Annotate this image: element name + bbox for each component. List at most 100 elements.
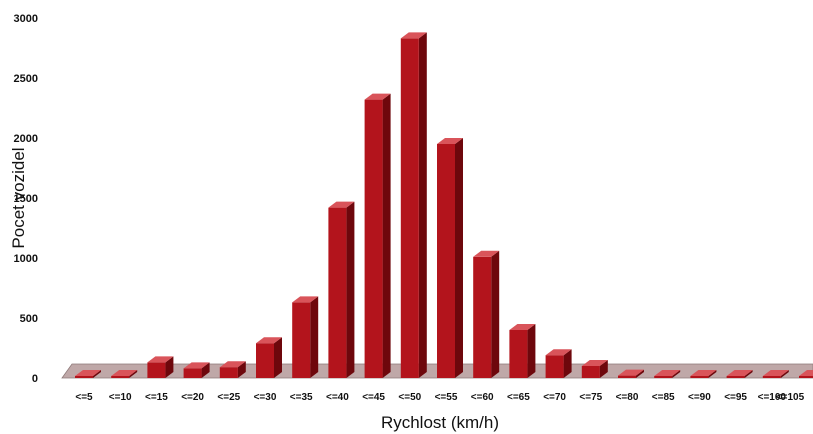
bar (545, 349, 572, 378)
y-axis-ticks: 0 500 1000 1500 2000 2500 3000 (14, 13, 38, 385)
y-tick-label: 2000 (14, 133, 38, 145)
x-tick-label: <=50 (398, 392, 421, 403)
bar-top (75, 370, 101, 376)
y-tick-label: 3000 (14, 13, 38, 25)
bar-top (654, 370, 681, 376)
bar (75, 370, 101, 378)
bar-front (256, 343, 274, 378)
bar-top (726, 370, 753, 376)
bar-side (93, 370, 101, 378)
bar-top (147, 356, 174, 363)
x-tick-label: <=55 (435, 392, 458, 403)
bar-front (618, 375, 636, 378)
x-tick-label: <=5 (75, 392, 93, 403)
bar-side (563, 349, 572, 378)
x-tick-label: <=25 (217, 392, 240, 403)
bar-front (545, 355, 564, 378)
bar (256, 337, 282, 378)
bar-front (147, 362, 166, 378)
y-axis-label: Pocet vozidel (9, 147, 28, 248)
bar-top (473, 250, 500, 257)
bar (762, 370, 789, 378)
bar (400, 32, 427, 379)
bar (219, 361, 246, 378)
bar-top (111, 370, 138, 376)
bar-side (310, 296, 319, 378)
bar (473, 250, 500, 378)
bar-top (437, 138, 463, 144)
x-tick-label: <=20 (181, 392, 204, 403)
bar-front (75, 376, 93, 378)
y-tick-label: 1000 (14, 253, 38, 265)
bar-top (618, 369, 644, 376)
bar-front (364, 99, 383, 378)
bar-front (183, 368, 202, 378)
bar-side (455, 138, 463, 378)
bar-top (545, 349, 572, 356)
bar (618, 369, 644, 378)
bar (111, 370, 138, 378)
y-tick-label: 0 (32, 373, 38, 385)
bar-side (708, 370, 717, 378)
bar-front (328, 207, 347, 378)
bar-side (346, 201, 355, 378)
bar (328, 201, 355, 378)
y-tick-label: 500 (20, 313, 38, 325)
bar-front (400, 38, 419, 379)
bar-side (491, 250, 500, 378)
bar-top (183, 362, 210, 369)
x-tick-label: <=30 (254, 392, 277, 403)
bar-top (799, 370, 813, 376)
x-tick-label: <=70 (543, 392, 566, 403)
x-tick-label: <=85 (652, 392, 675, 403)
bar-top (509, 324, 536, 330)
bar (581, 360, 608, 378)
bar-front (762, 376, 781, 378)
bar-front (292, 302, 311, 378)
x-axis-label: Rychlost (km/h) (381, 413, 499, 432)
y-tick-label: 1500 (14, 193, 38, 205)
bar-top (690, 370, 717, 376)
bar (183, 362, 210, 378)
bar-front (219, 367, 238, 378)
x-tick-label: <=100 (758, 392, 787, 403)
bar-side (382, 93, 391, 378)
bar-front (437, 144, 455, 378)
bar-top (292, 296, 319, 303)
y-tick-label: 2500 (14, 73, 38, 85)
bar-side (165, 356, 174, 378)
bar-side (672, 370, 681, 378)
x-axis-ticks: <=5 <=10 <=15 <=20 <=25 <=30 <=35 <=40 <=45 <=50 <… (75, 392, 804, 403)
bar-top (581, 360, 608, 366)
x-tick-label: <=95 (724, 392, 747, 403)
bar-front (799, 376, 813, 378)
bar-side (237, 361, 246, 378)
bar-front (473, 256, 492, 378)
x-tick-label: <=35 (290, 392, 313, 403)
bar-front (654, 376, 673, 378)
x-tick-label: <=75 (579, 392, 602, 403)
bar-front (581, 366, 600, 378)
bar-top (762, 370, 789, 376)
bar (364, 93, 391, 378)
bar-front (690, 376, 709, 378)
bar-side (527, 324, 536, 378)
x-tick-label: <=105 (776, 392, 805, 403)
bar (690, 370, 717, 378)
bar-front (111, 376, 130, 378)
bar-top (400, 32, 427, 39)
x-tick-label: <=45 (362, 392, 385, 403)
x-tick-label: <=60 (471, 392, 494, 403)
bar-top (256, 337, 282, 344)
bars-group (75, 32, 813, 379)
bar-side (636, 369, 644, 378)
bar-side (201, 362, 210, 378)
bar (147, 356, 174, 378)
bar-top (219, 361, 246, 368)
x-tick-label: <=80 (616, 392, 639, 403)
bar (654, 370, 681, 378)
bar (799, 370, 813, 378)
bar-front (726, 376, 745, 378)
